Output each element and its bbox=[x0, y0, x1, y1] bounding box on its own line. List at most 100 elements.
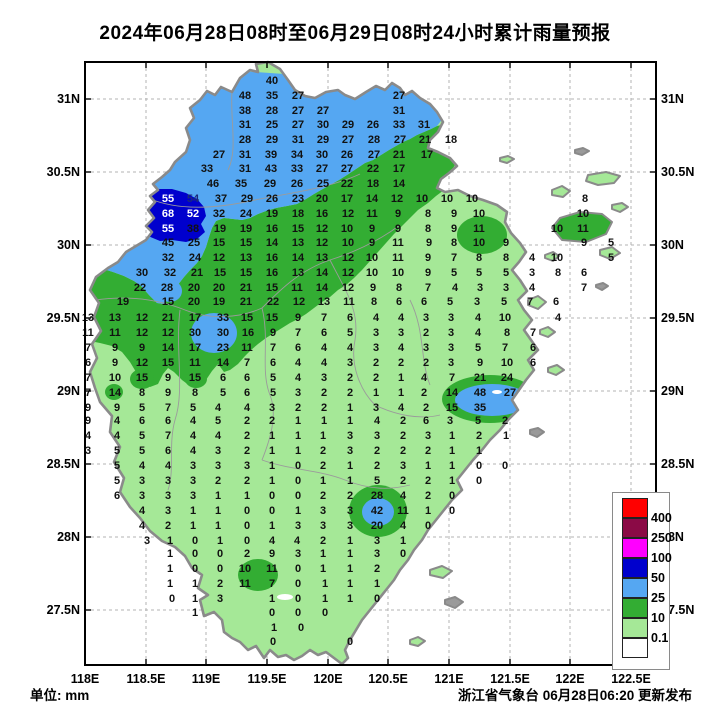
rain-value: 0 bbox=[270, 636, 276, 648]
rain-value: 8 bbox=[192, 387, 198, 399]
rain-value: 15 bbox=[241, 312, 253, 324]
rain-value: 1 bbox=[398, 372, 404, 384]
rain-value: 9 bbox=[426, 237, 432, 249]
rain-value: 0 bbox=[298, 622, 304, 634]
rain-value: 1 bbox=[215, 490, 221, 502]
rain-value: 4 bbox=[452, 282, 459, 294]
rain-value: 19 bbox=[240, 223, 252, 235]
legend-label: 0.1 bbox=[651, 631, 669, 645]
rain-value: 26 bbox=[367, 119, 379, 131]
rain-value: 31 bbox=[418, 119, 430, 131]
y-tick-label-right: 31N bbox=[661, 92, 684, 106]
rain-value: 34 bbox=[291, 149, 304, 161]
rain-value: 17 bbox=[189, 342, 201, 354]
rain-value: 1 bbox=[295, 415, 301, 427]
rain-value: 0 bbox=[295, 475, 301, 487]
rain-value: 20 bbox=[188, 296, 200, 308]
rain-value: 9 bbox=[112, 342, 118, 354]
rain-value: 9 bbox=[503, 237, 509, 249]
rain-value: 9 bbox=[85, 402, 91, 414]
rain-value: 14 bbox=[109, 387, 122, 399]
y-tick-label-left: 28N bbox=[57, 530, 80, 544]
rain-value: 3 bbox=[295, 520, 301, 532]
rain-value: 29 bbox=[317, 134, 329, 146]
rain-value: 1 bbox=[449, 475, 455, 487]
rain-value: 19 bbox=[266, 208, 278, 220]
rain-value: 27 bbox=[292, 105, 304, 117]
rain-value: 3 bbox=[425, 430, 431, 442]
rain-value: 14 bbox=[316, 267, 329, 279]
rain-value: 4 bbox=[475, 327, 482, 339]
rain-value: 10 bbox=[366, 267, 378, 279]
rain-value: 8 bbox=[425, 208, 431, 220]
rain-value: 2 bbox=[244, 475, 250, 487]
rain-value: 7 bbox=[269, 578, 275, 590]
rain-value: 30 bbox=[136, 267, 148, 279]
rain-value: 3 bbox=[503, 282, 509, 294]
rain-value: 6 bbox=[244, 387, 250, 399]
rain-value: 1 bbox=[347, 548, 353, 560]
rain-value: 3 bbox=[190, 460, 196, 472]
rain-value: 9 bbox=[451, 208, 457, 220]
rain-value: 7 bbox=[270, 342, 276, 354]
rain-value: 15 bbox=[214, 267, 226, 279]
rain-value: 8 bbox=[504, 327, 510, 339]
rain-value: 3 bbox=[347, 520, 353, 532]
rain-value: 8 bbox=[425, 223, 431, 235]
y-tick-label-left: 30.5N bbox=[46, 165, 80, 179]
rain-value: 35 bbox=[474, 402, 486, 414]
rain-value: 4 bbox=[398, 342, 405, 354]
rain-value: 4 bbox=[529, 282, 536, 294]
rain-value: 1 bbox=[271, 622, 277, 634]
rain-value: 4 bbox=[295, 372, 302, 384]
rain-value: 0 bbox=[476, 460, 482, 472]
rain-value: 2 bbox=[400, 415, 406, 427]
legend-swatch bbox=[622, 638, 648, 658]
rain-value: 11 bbox=[291, 282, 303, 294]
rain-value: 35 bbox=[266, 90, 278, 102]
rain-value: 9 bbox=[165, 372, 171, 384]
rain-value: 3 bbox=[373, 402, 379, 414]
rain-value: 10 bbox=[473, 237, 485, 249]
rain-value: 9 bbox=[581, 237, 587, 249]
rain-value: 5 bbox=[114, 460, 120, 472]
axis-ticks bbox=[85, 62, 656, 665]
rain-value: 3 bbox=[347, 430, 353, 442]
rain-value: 8 bbox=[451, 237, 457, 249]
rain-value: 15 bbox=[266, 312, 278, 324]
rain-value: 6 bbox=[244, 372, 250, 384]
rain-value: 0 bbox=[192, 548, 198, 560]
rain-value: 2 bbox=[421, 387, 427, 399]
rain-value: 55 bbox=[162, 193, 174, 205]
rain-value: 1 bbox=[449, 460, 455, 472]
rain-value: 1 bbox=[295, 445, 301, 457]
rain-value: 5 bbox=[503, 267, 509, 279]
rain-value: 13 bbox=[318, 296, 330, 308]
rain-value: 3 bbox=[144, 535, 150, 547]
rain-value: 10 bbox=[239, 563, 251, 575]
legend-swatch bbox=[622, 598, 648, 618]
rain-value: 7 bbox=[451, 252, 457, 264]
rain-value: 3 bbox=[217, 593, 223, 605]
rain-value: 2 bbox=[423, 357, 429, 369]
x-tick-label: 121.5E bbox=[490, 672, 530, 686]
rain-value: 29 bbox=[266, 134, 278, 146]
rain-value: 3 bbox=[529, 267, 535, 279]
rain-value: 52 bbox=[187, 208, 199, 220]
rain-value: 3 bbox=[374, 430, 380, 442]
rain-value: 20 bbox=[188, 282, 200, 294]
rain-value: 12 bbox=[136, 327, 148, 339]
x-tick-label: 121E bbox=[434, 672, 464, 686]
rain-value: 2 bbox=[165, 520, 171, 532]
rain-value: 11 bbox=[266, 563, 278, 575]
rain-value: 8 bbox=[476, 252, 482, 264]
rain-value: 1 bbox=[425, 460, 431, 472]
rain-value: 15 bbox=[240, 237, 252, 249]
rain-value: 2 bbox=[374, 460, 380, 472]
rain-value: 2 bbox=[347, 372, 353, 384]
rain-value: 55 bbox=[162, 223, 174, 235]
rain-value: 21 bbox=[191, 267, 203, 279]
rain-value: 27 bbox=[368, 149, 380, 161]
rain-value: 4 bbox=[555, 312, 562, 324]
